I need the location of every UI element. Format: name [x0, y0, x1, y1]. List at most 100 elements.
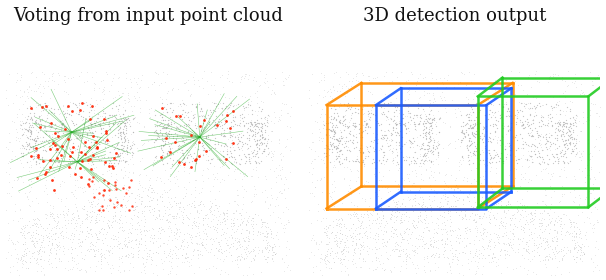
- Point: [351, 243, 361, 247]
- Point: [181, 103, 191, 107]
- Point: [228, 132, 238, 137]
- Point: [358, 73, 368, 78]
- Point: [530, 72, 540, 76]
- Point: [425, 183, 435, 187]
- Point: [440, 223, 450, 228]
- Point: [336, 224, 346, 229]
- Point: [419, 130, 428, 135]
- Point: [428, 245, 438, 249]
- Point: [497, 140, 507, 145]
- Point: [8, 218, 18, 222]
- Point: [215, 257, 225, 261]
- Point: [165, 129, 175, 133]
- Point: [425, 116, 435, 121]
- Point: [31, 223, 41, 228]
- Point: [186, 236, 196, 241]
- Point: [554, 148, 564, 153]
- Point: [160, 139, 170, 144]
- Point: [471, 166, 481, 171]
- Point: [133, 76, 143, 80]
- Point: [371, 158, 381, 162]
- Point: [385, 189, 395, 193]
- Point: [219, 211, 228, 216]
- Point: [30, 82, 40, 87]
- Point: [267, 253, 277, 257]
- Point: [530, 217, 539, 221]
- Point: [407, 221, 417, 225]
- Point: [50, 219, 59, 223]
- Point: [113, 200, 122, 204]
- Point: [165, 106, 175, 110]
- Point: [235, 171, 245, 176]
- Point: [54, 150, 64, 154]
- Point: [439, 245, 449, 249]
- Point: [585, 175, 595, 180]
- Point: [502, 249, 512, 254]
- Point: [250, 109, 259, 113]
- Point: [190, 185, 200, 189]
- Point: [170, 236, 180, 241]
- Point: [57, 225, 67, 229]
- Point: [113, 153, 123, 158]
- Point: [539, 228, 549, 233]
- Point: [219, 133, 229, 137]
- Point: [116, 121, 125, 125]
- Point: [342, 148, 352, 152]
- Point: [316, 178, 325, 182]
- Point: [345, 107, 355, 111]
- Point: [328, 249, 338, 254]
- Point: [401, 122, 410, 127]
- Point: [136, 241, 146, 246]
- Point: [350, 120, 360, 125]
- Point: [404, 179, 413, 183]
- Point: [221, 134, 230, 139]
- Point: [216, 144, 226, 148]
- Point: [461, 226, 470, 230]
- Point: [461, 214, 470, 218]
- Point: [442, 232, 451, 236]
- Point: [276, 175, 286, 180]
- Point: [556, 249, 565, 253]
- Point: [464, 125, 473, 130]
- Point: [346, 192, 356, 196]
- Point: [367, 213, 376, 217]
- Point: [259, 121, 269, 125]
- Point: [367, 247, 377, 251]
- Point: [151, 137, 161, 142]
- Point: [261, 247, 271, 251]
- Point: [527, 216, 536, 220]
- Point: [347, 83, 356, 88]
- Point: [358, 150, 367, 155]
- Point: [85, 220, 95, 224]
- Point: [4, 191, 14, 195]
- Point: [470, 143, 480, 148]
- Point: [214, 214, 224, 219]
- Point: [138, 189, 148, 194]
- Point: [212, 171, 222, 176]
- Point: [542, 137, 551, 142]
- Point: [275, 151, 285, 156]
- Point: [36, 243, 46, 248]
- Point: [174, 158, 184, 162]
- Point: [518, 174, 527, 179]
- Point: [139, 141, 148, 145]
- Point: [519, 256, 529, 260]
- Point: [266, 232, 276, 236]
- Point: [90, 204, 100, 208]
- Point: [439, 252, 448, 257]
- Point: [346, 113, 356, 117]
- Point: [162, 125, 171, 130]
- Point: [137, 255, 147, 259]
- Point: [368, 161, 378, 165]
- Point: [381, 230, 391, 235]
- Point: [133, 186, 143, 191]
- Point: [85, 130, 95, 135]
- Point: [213, 102, 222, 106]
- Point: [200, 246, 210, 250]
- Point: [490, 115, 499, 120]
- Point: [236, 212, 245, 217]
- Point: [345, 132, 355, 136]
- Point: [466, 181, 476, 185]
- Point: [385, 252, 395, 257]
- Point: [256, 224, 266, 229]
